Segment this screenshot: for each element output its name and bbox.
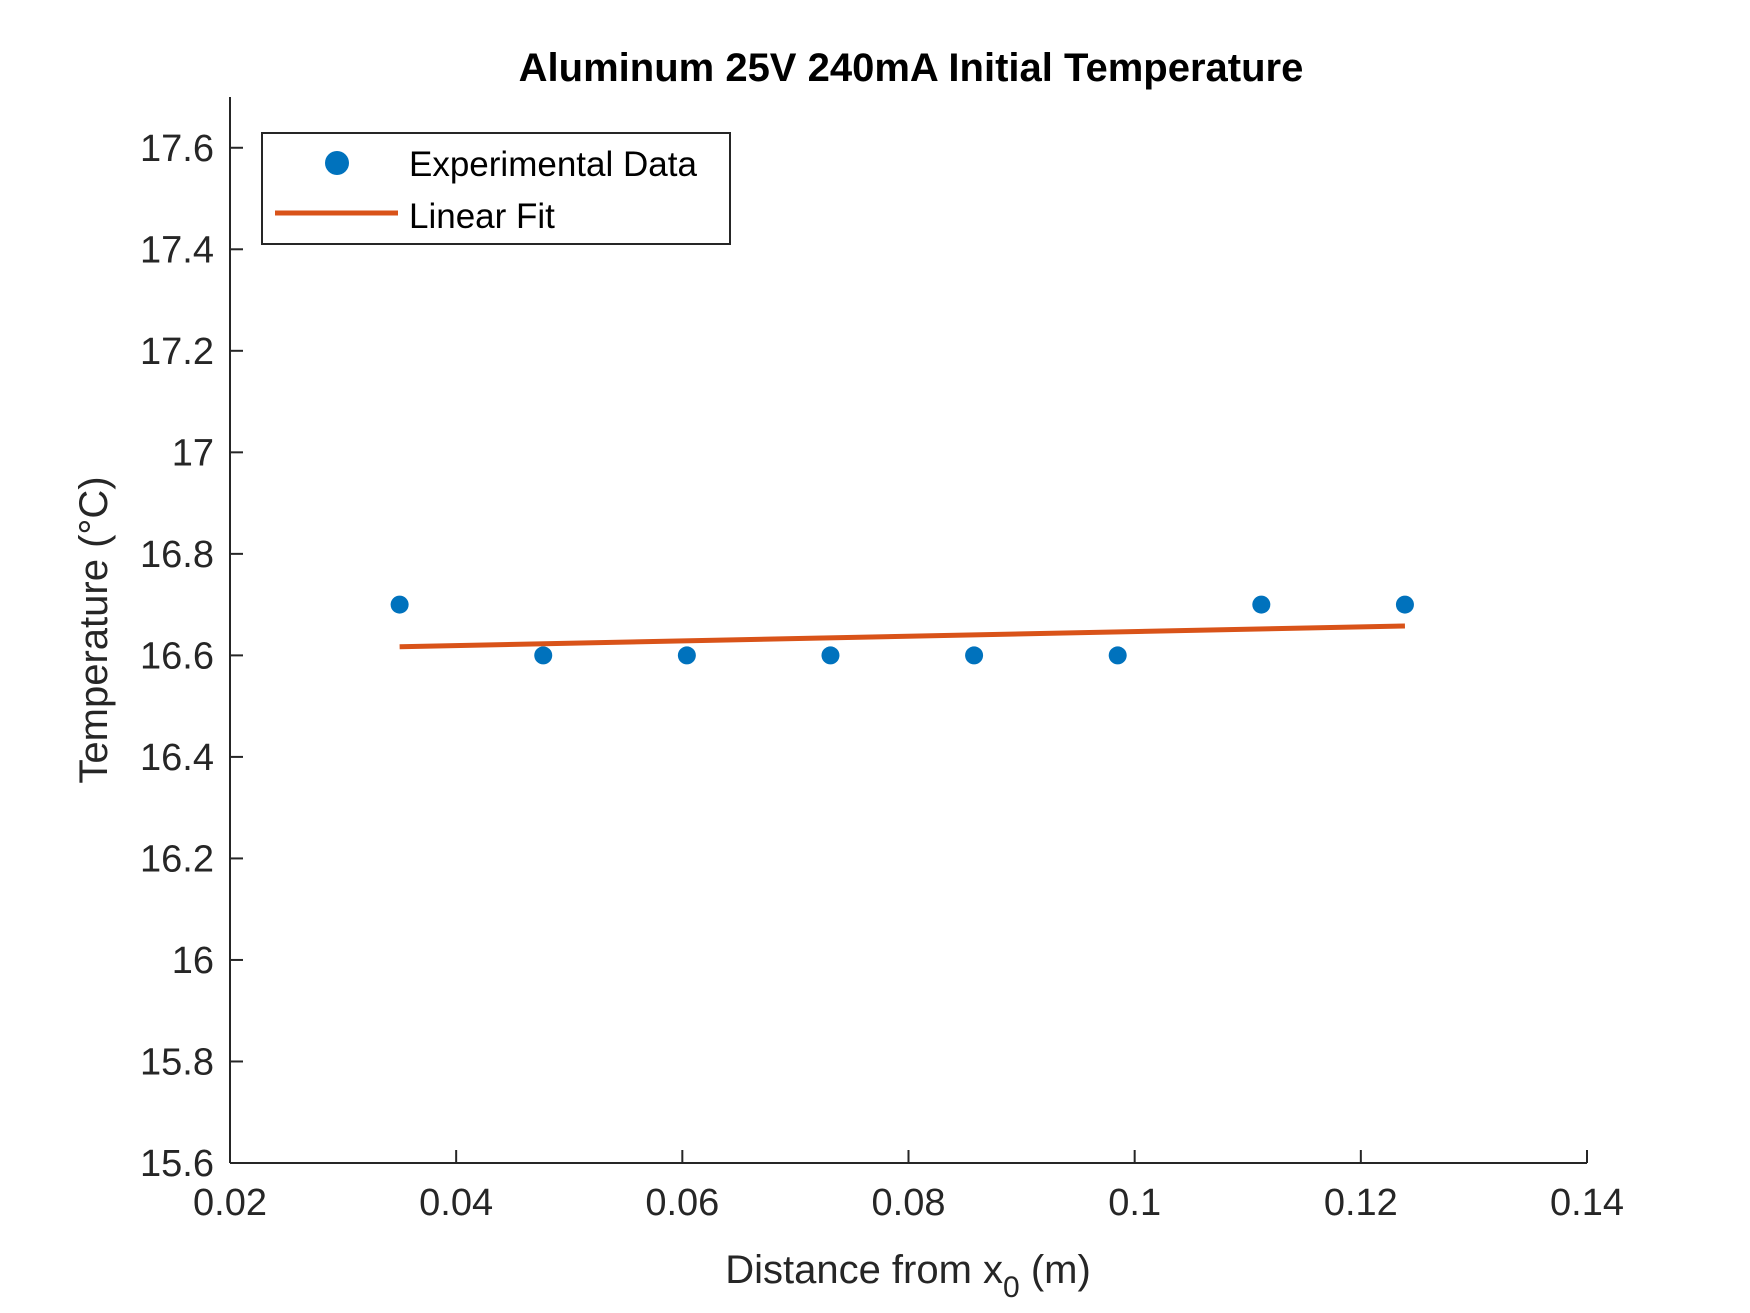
x-tick-label: 0.12 — [1324, 1182, 1398, 1224]
x-tick-label: 0.04 — [419, 1182, 493, 1224]
x-tick-label: 0.1 — [1108, 1182, 1161, 1224]
data-point — [1252, 595, 1271, 614]
y-tick-label: 17.2 — [140, 331, 214, 373]
y-tick-label: 15.6 — [140, 1143, 214, 1185]
y-tick-label: 16.8 — [140, 534, 214, 576]
y-tick-label: 16.6 — [140, 635, 214, 677]
data-point — [1395, 595, 1414, 614]
x-axis-label-tail: (m) — [1020, 1248, 1091, 1292]
x-tick-label: 0.02 — [193, 1182, 267, 1224]
y-tick-label: 15.8 — [140, 1041, 214, 1083]
plot-area: 0.02 0.04 0.06 0.08 0.1 0.12 0.14 15.6 15.8 16 16… — [140, 97, 1624, 1224]
data-point — [534, 646, 553, 665]
y-tick-label: 17.4 — [140, 229, 214, 271]
y-tick-label: 16.4 — [140, 737, 214, 779]
x-tick-label: 0.06 — [645, 1182, 719, 1224]
data-point — [1108, 646, 1127, 665]
legend-marker-experimental-data — [325, 151, 349, 175]
y-tick-label: 17.6 — [140, 128, 214, 170]
x-tick-label: 0.14 — [1550, 1182, 1624, 1224]
y-tick-label: 17 — [172, 432, 214, 474]
y-axis-label: Temperature (°C) — [72, 476, 116, 783]
x-axis-label-main: Distance from x — [725, 1248, 1003, 1292]
data-point — [390, 595, 409, 614]
legend-label-experimental-data: Experimental Data — [409, 145, 697, 184]
x-axis-label-subscript: 0 — [1003, 1271, 1020, 1304]
series-layer — [390, 595, 1414, 665]
legend-label-linear-fit: Linear Fit — [409, 197, 555, 236]
x-ticks: 0.02 0.04 0.06 0.08 0.1 0.12 0.14 — [193, 1150, 1624, 1224]
data-point — [821, 646, 840, 665]
chart-title: Aluminum 25V 240mA Initial Temperature — [519, 46, 1304, 90]
data-point — [677, 646, 696, 665]
y-tick-label: 16 — [172, 940, 214, 982]
x-axis-label: Distance from x0 (m) — [725, 1248, 1091, 1304]
data-point — [965, 646, 984, 665]
legend: Experimental Data Linear Fit — [261, 132, 731, 245]
linear-fit-line — [399, 623, 1405, 650]
y-tick-label: 16.2 — [140, 838, 214, 880]
x-tick-label: 0.08 — [872, 1182, 946, 1224]
y-ticks: 15.6 15.8 16 16.2 16.4 16.6 16.8 17 17.2 17.4 17.6 — [140, 128, 243, 1185]
